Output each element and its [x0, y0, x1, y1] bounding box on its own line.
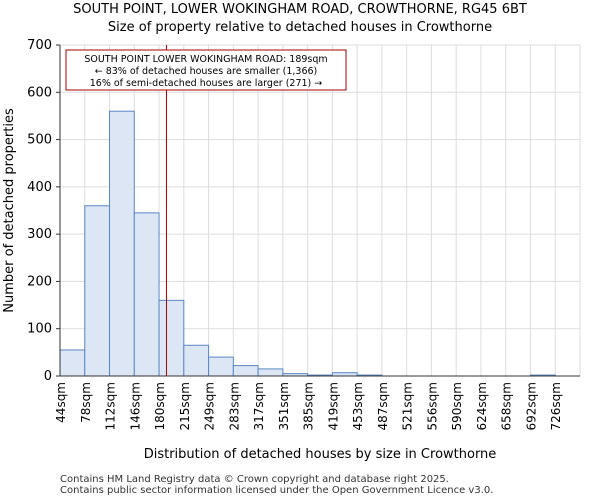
x-tick-label: 215sqm: [178, 382, 192, 430]
bar: [183, 344, 210, 377]
x-tick-label: 180sqm: [153, 382, 167, 430]
x-tick-label: 44sqm: [54, 382, 68, 423]
x-tick-label: 726sqm: [549, 382, 563, 430]
bar: [158, 299, 185, 377]
x-tick-label: 453sqm: [351, 382, 365, 430]
bar: [109, 110, 135, 377]
x-tick-label: 351sqm: [277, 382, 291, 430]
footer-line-2: Contains public sector information licen…: [60, 485, 494, 496]
y-tick-label: 400: [27, 180, 52, 195]
bar: [84, 205, 111, 377]
x-tick-label: 146sqm: [128, 382, 142, 430]
x-tick-label: 487sqm: [376, 382, 390, 430]
x-tick-label: 283sqm: [227, 382, 241, 430]
x-tick-label: 556sqm: [425, 382, 439, 430]
y-tick-label: 0: [44, 369, 52, 384]
bar: [133, 212, 160, 377]
chart-subtitle: Size of property relative to detached ho…: [107, 20, 493, 35]
annotation-box: [65, 49, 347, 91]
bar: [232, 365, 259, 377]
footer-line-1: Contains HM Land Registry data © Crown c…: [60, 474, 449, 485]
x-tick-label: 78sqm: [79, 382, 93, 423]
x-tick-label: 317sqm: [252, 382, 266, 430]
annotation-line: SOUTH POINT LOWER WOKINGHAM ROAD: 189sqm: [84, 54, 327, 65]
chart-title: SOUTH POINT, LOWER WOKINGHAM ROAD, CROWT…: [73, 2, 527, 17]
x-tick-label: 692sqm: [524, 382, 538, 430]
x-tick-label: 624sqm: [475, 382, 489, 430]
y-tick-label: 100: [27, 322, 52, 337]
x-tick-label: 249sqm: [203, 382, 217, 430]
x-tick-label: 658sqm: [500, 382, 514, 430]
y-tick-label: 500: [27, 133, 52, 148]
annotation-line: 16% of semi-detached houses are larger (…: [90, 78, 323, 89]
y-tick-label: 200: [27, 274, 52, 289]
annotation-line: ← 83% of detached houses are smaller (1,…: [95, 66, 318, 77]
y-tick-label: 700: [27, 38, 52, 53]
x-tick-label: 419sqm: [326, 382, 340, 430]
y-tick-label: 600: [27, 85, 52, 100]
y-axis-label: Number of detached properties: [2, 108, 17, 313]
bar: [257, 368, 284, 377]
bar: [208, 356, 234, 377]
y-tick-label: 300: [27, 227, 52, 242]
x-axis-label: Distribution of detached houses by size …: [144, 447, 497, 462]
x-tick-label: 112sqm: [104, 382, 118, 430]
bar: [59, 349, 86, 377]
x-tick-label: 385sqm: [302, 382, 316, 430]
x-tick-label: 521sqm: [401, 382, 415, 430]
x-tick-label: 590sqm: [450, 382, 464, 430]
